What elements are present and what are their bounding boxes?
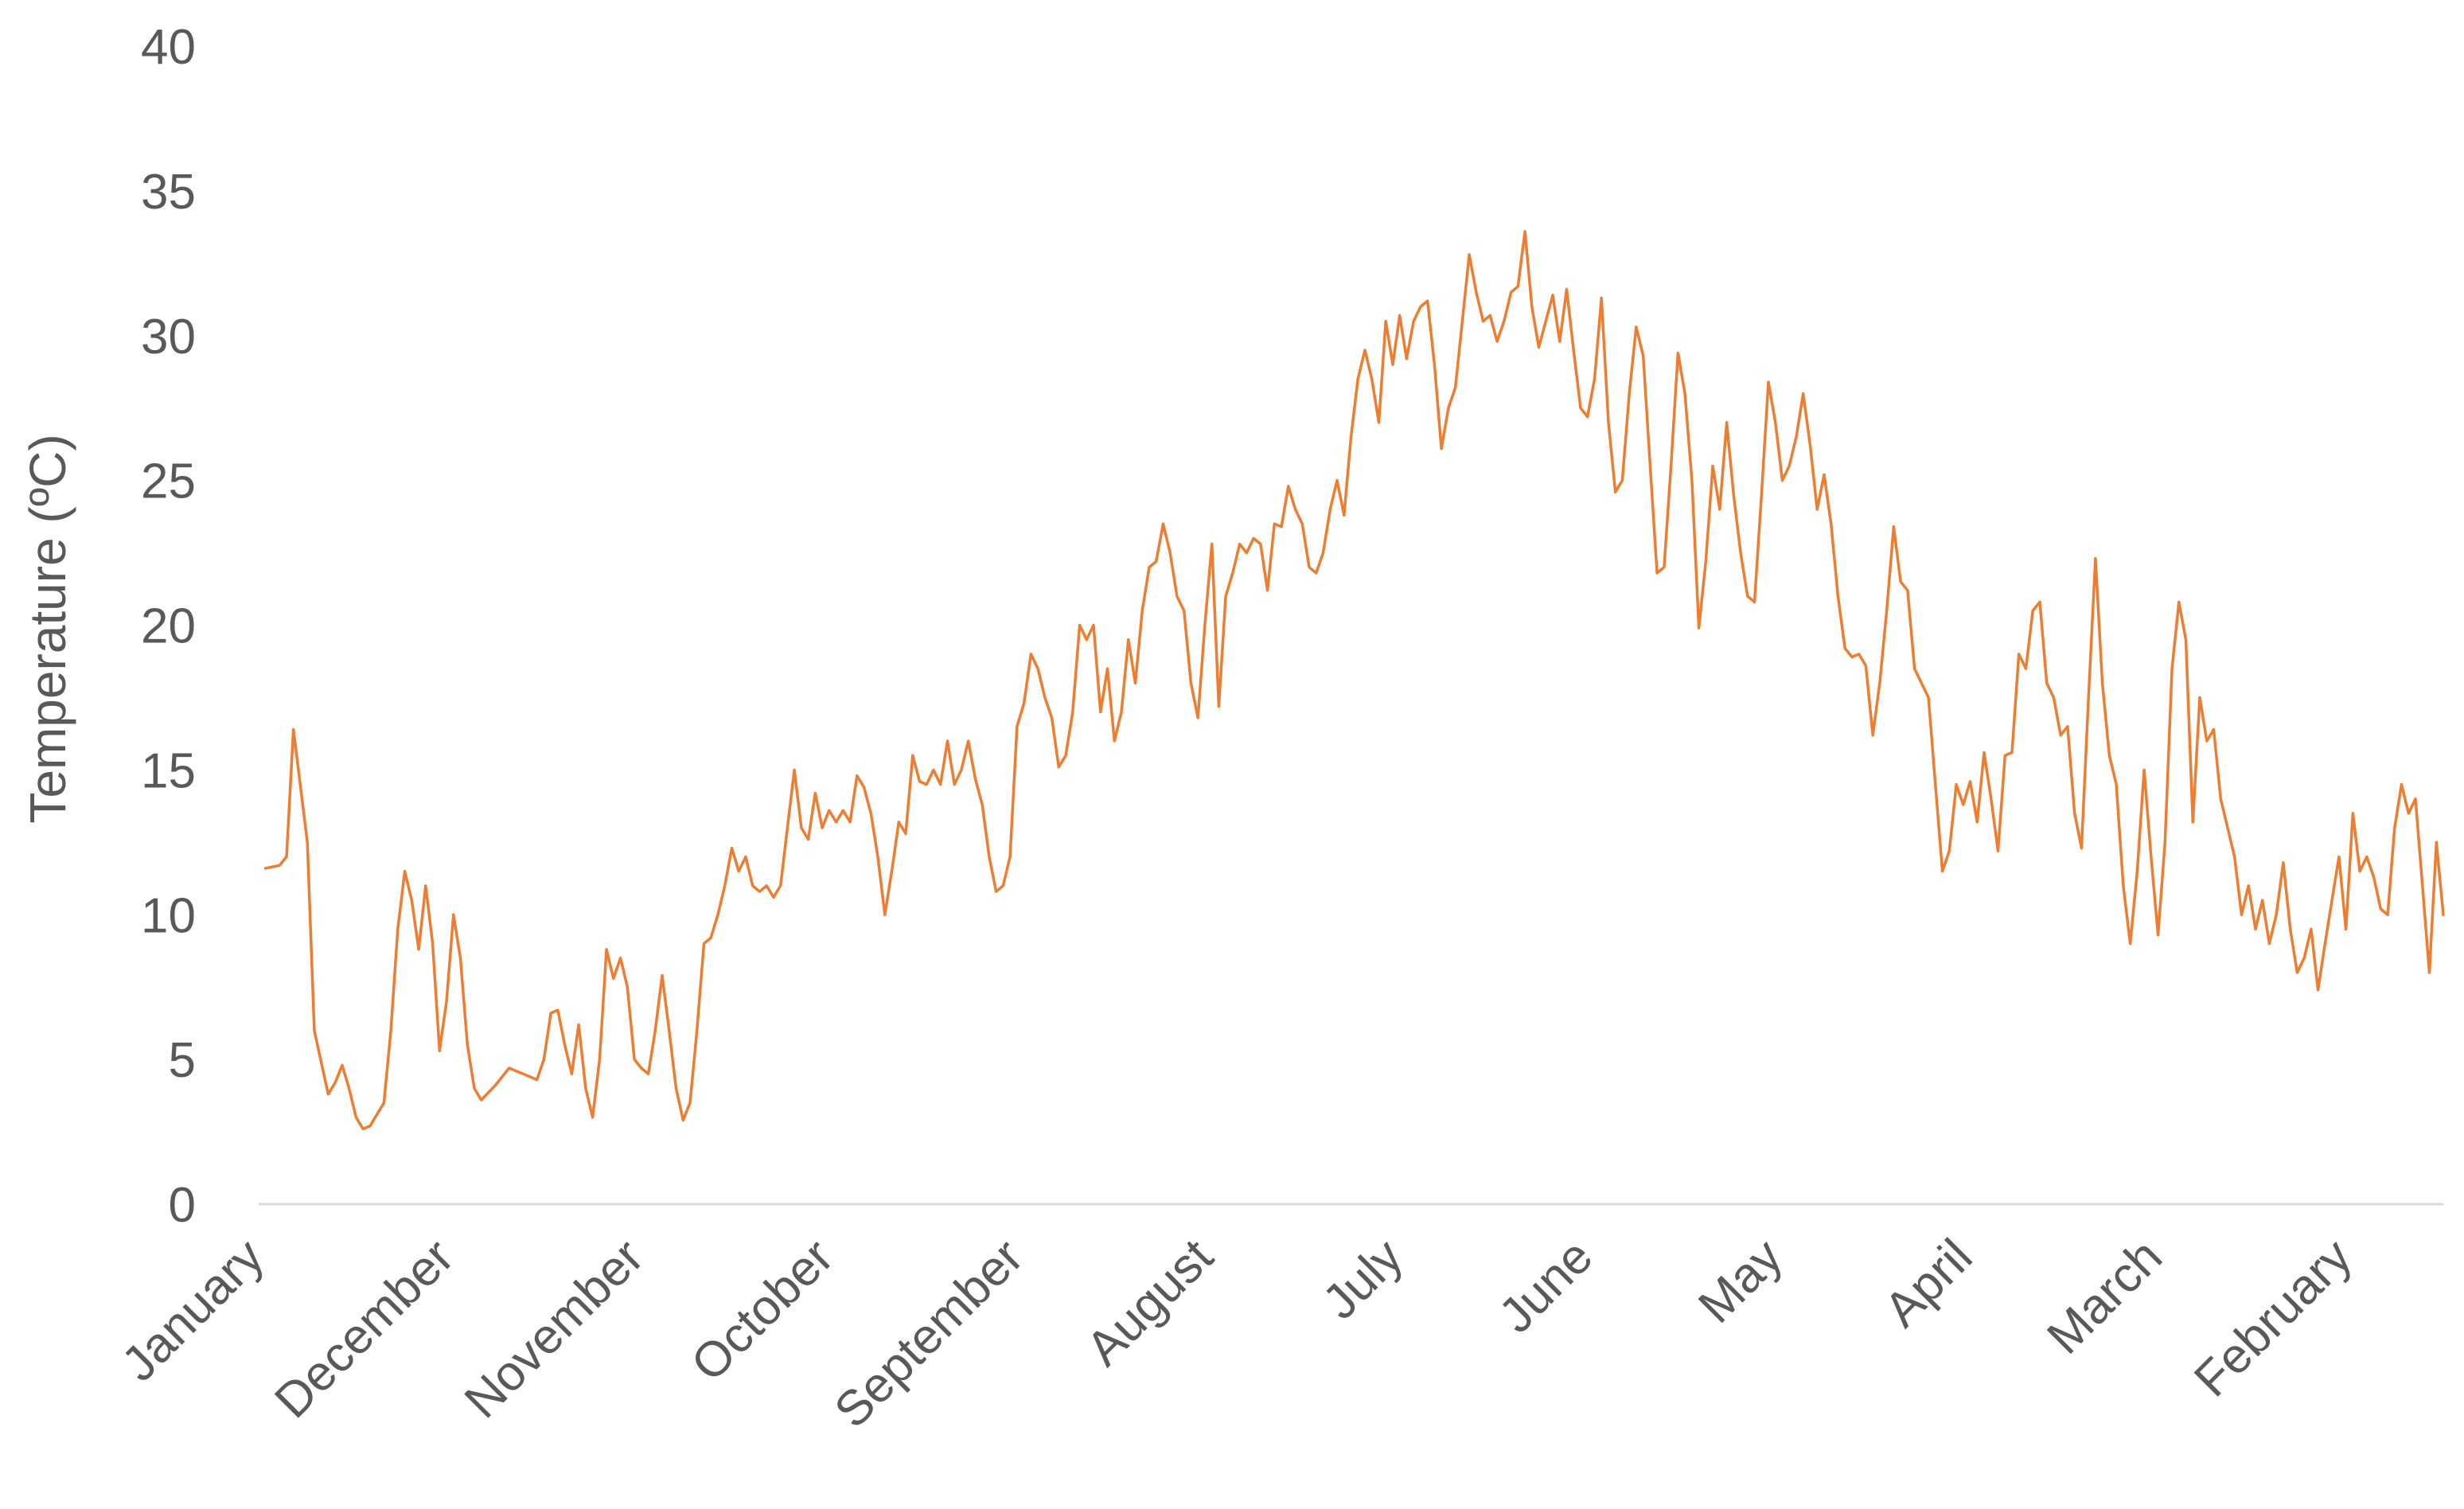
x-tick-label: August [1076, 1229, 1223, 1376]
x-tick-label: February [2184, 1229, 2362, 1407]
y-axis-title: Temperature (ºC) [19, 434, 76, 823]
y-tick-label: 20 [141, 599, 196, 654]
x-tick-label: December [264, 1229, 464, 1429]
y-tick-label: 40 [141, 20, 196, 75]
x-tick-label: May [1688, 1229, 1793, 1334]
temperature-series-line [263, 230, 2445, 1131]
y-axis-ticks: 0 5 10 15 20 25 30 35 40 [141, 20, 196, 1233]
x-tick-label: June [1489, 1229, 1604, 1343]
x-tick-label: November [454, 1229, 654, 1429]
series-group [263, 230, 2445, 1131]
x-tick-label: September [825, 1229, 1034, 1438]
y-tick-label: 10 [141, 888, 196, 943]
x-tick-label: October [681, 1229, 844, 1392]
x-tick-label: January [111, 1229, 275, 1392]
y-tick-label: 30 [141, 310, 196, 365]
x-tick-label: July [1312, 1229, 1413, 1330]
y-tick-label: 0 [169, 1178, 196, 1233]
x-tick-label: March [2037, 1229, 2173, 1365]
y-tick-label: 35 [141, 165, 196, 220]
y-tick-label: 5 [169, 1033, 196, 1088]
x-tick-label: April [1874, 1229, 1983, 1337]
y-tick-label: 15 [141, 743, 196, 798]
y-tick-label: 25 [141, 454, 196, 509]
